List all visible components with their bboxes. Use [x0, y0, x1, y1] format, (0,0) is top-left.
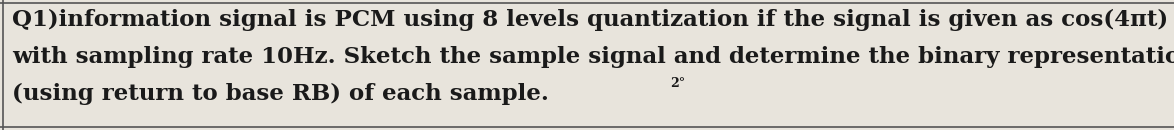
Text: 2°: 2° [670, 77, 686, 90]
Text: Q1)information signal is PCM using 8 levels quantization if the signal is given : Q1)information signal is PCM using 8 lev… [12, 9, 1168, 31]
Text: with sampling rate 10Hz. Sketch the sample signal and determine the binary repre: with sampling rate 10Hz. Sketch the samp… [12, 46, 1174, 68]
Text: (using return to base RB) of each sample.: (using return to base RB) of each sample… [12, 83, 549, 105]
